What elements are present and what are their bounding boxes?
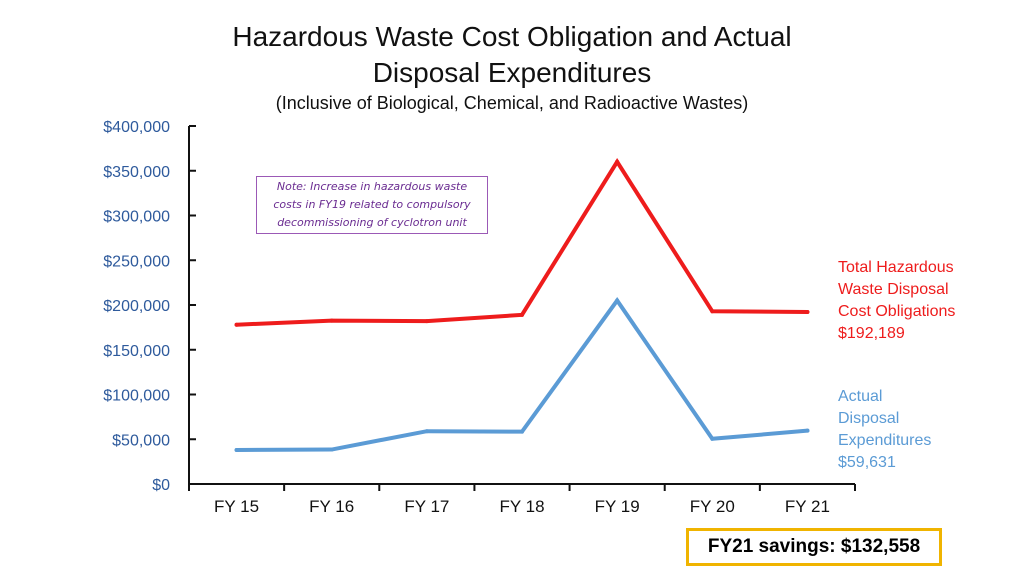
data-point bbox=[520, 429, 524, 434]
y-tick-label: $100,000 bbox=[103, 388, 170, 405]
savings-callout: FY21 savings: $132,558 bbox=[686, 528, 942, 566]
note-line: costs in FY19 related to compulsory bbox=[273, 198, 471, 211]
series-label-line: $59,631 bbox=[838, 454, 896, 471]
data-point bbox=[615, 298, 620, 303]
x-tick-label: FY 17 bbox=[404, 497, 449, 516]
data-point bbox=[805, 309, 810, 314]
chart-annotation-note: Note: Increase in hazardous waste costs … bbox=[256, 176, 488, 234]
data-point bbox=[329, 447, 334, 452]
data-point bbox=[329, 318, 334, 323]
data-point bbox=[424, 429, 429, 434]
series-label-line: Waste Disposal bbox=[838, 281, 949, 298]
y-tick-label: $400,000 bbox=[103, 119, 170, 136]
series-label-1: Total Hazardous Waste Disposal Cost Obliga… bbox=[838, 259, 955, 342]
series-label-line: $192,189 bbox=[838, 325, 905, 342]
series-label-line: Expenditures bbox=[838, 432, 931, 449]
x-tick-label: FY 20 bbox=[690, 497, 735, 516]
data-point bbox=[805, 428, 810, 433]
x-tick-label: FY 19 bbox=[595, 497, 640, 516]
x-tick-label: FY 15 bbox=[214, 497, 259, 516]
data-point bbox=[710, 436, 715, 441]
y-tick-label: $250,000 bbox=[103, 253, 170, 270]
data-point bbox=[234, 447, 239, 452]
note-line: decommissioning of cyclotron unit bbox=[277, 216, 467, 229]
x-tick-label: FY 21 bbox=[785, 497, 830, 516]
data-point bbox=[234, 322, 239, 327]
series-label-line: Actual bbox=[838, 388, 882, 405]
series-label-2: Actual Disposal Expenditures $59,631 bbox=[838, 388, 931, 471]
y-tick-label: $300,000 bbox=[103, 209, 170, 226]
x-tick-label: FY 18 bbox=[499, 497, 544, 516]
y-tick-label: $200,000 bbox=[103, 298, 170, 315]
x-tick-label: FY 16 bbox=[309, 497, 354, 516]
data-point bbox=[520, 312, 524, 317]
y-tick-label: $350,000 bbox=[103, 164, 170, 181]
series-label-line: Cost Obligations bbox=[838, 303, 955, 320]
data-point bbox=[615, 159, 620, 164]
y-tick-label: $0 bbox=[152, 477, 170, 494]
y-tick-label: $50,000 bbox=[112, 432, 170, 449]
data-point bbox=[424, 319, 429, 324]
y-tick-label: $150,000 bbox=[103, 343, 170, 360]
chart-title-line-1: Hazardous Waste Cost Obligation and Actu… bbox=[232, 21, 792, 52]
series-label-line: Total Hazardous bbox=[838, 259, 954, 276]
chart-title-line-2: Disposal Expenditures bbox=[372, 57, 652, 88]
series-label-line: Disposal bbox=[838, 410, 899, 427]
data-point bbox=[710, 309, 715, 314]
note-line: Note: Increase in hazardous waste bbox=[276, 180, 468, 193]
chart-subtitle: (Inclusive of Biological, Chemical, and … bbox=[275, 93, 749, 113]
